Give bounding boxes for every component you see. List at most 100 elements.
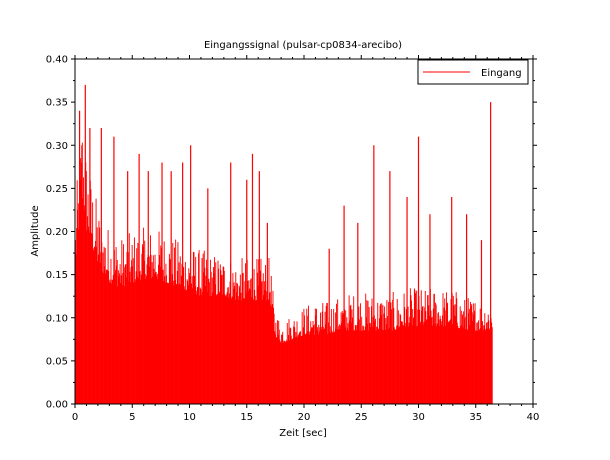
signal-bar: [214, 257, 216, 404]
signal-bar: [270, 304, 272, 404]
signal-bar: [312, 321, 314, 404]
signal-bar: [98, 220, 100, 404]
signal-bar: [268, 257, 270, 404]
signal-bar: [340, 325, 341, 404]
signal-bar: [438, 319, 440, 404]
signal-bar: [305, 333, 307, 404]
signal-bar: [464, 329, 466, 404]
y-tick-label: 0.40: [46, 55, 68, 66]
signal-bar: [333, 308, 335, 404]
signal-bar: [176, 283, 178, 404]
signal-bar: [151, 278, 153, 404]
signal-bar: [453, 305, 455, 404]
signal-bar: [214, 284, 216, 404]
signal-bar: [390, 302, 392, 404]
signal-bar: [427, 295, 429, 404]
y-tick-label: 0.05: [46, 356, 68, 367]
signal-bar: [339, 329, 341, 404]
signal-bar: [238, 285, 240, 404]
signal-bar: [433, 294, 435, 404]
signal-bar: [364, 326, 366, 404]
signal-bar: [208, 282, 210, 404]
signal-bar: [310, 321, 312, 404]
signal-bar: [297, 335, 299, 404]
signal-bar: [375, 330, 377, 404]
signal-bar: [258, 259, 260, 404]
signal-bar: [428, 315, 430, 404]
signal-bar: [117, 270, 119, 404]
signal-bar: [143, 260, 145, 404]
signal-bar: [380, 303, 382, 404]
signal-bar: [155, 272, 157, 404]
signal-bar: [372, 316, 374, 404]
signal-bar: [284, 342, 286, 404]
signal-bar: [281, 335, 283, 404]
signal-bar: [432, 325, 434, 404]
signal-bar: [78, 229, 80, 404]
signal-bar: [215, 294, 217, 404]
signal-bar: [342, 313, 344, 404]
signal-bar: [228, 297, 230, 404]
signal-bar: [455, 316, 457, 404]
signal-bar: [336, 329, 338, 404]
signal-bar: [250, 278, 252, 404]
signal-bar: [368, 330, 370, 404]
signal-bar: [114, 272, 116, 404]
signal-bar: [286, 323, 288, 404]
signal-bar: [452, 324, 454, 404]
signal-bar: [301, 336, 303, 404]
signal-bar: [346, 317, 348, 404]
signal-bar: [420, 290, 422, 404]
signal-bar: [283, 340, 285, 404]
signal-bar: [399, 326, 400, 404]
signal-bar: [287, 340, 289, 404]
y-tick-label: 0.15: [46, 270, 68, 281]
signal-bar: [397, 325, 399, 404]
signal-bar: [154, 273, 155, 404]
signal-bar: [410, 295, 412, 404]
signal-bar: [478, 328, 480, 404]
signal-bar: [240, 292, 242, 404]
signal-bar: [140, 280, 142, 404]
signal-bar: [393, 308, 395, 404]
signal-bar: [130, 267, 132, 404]
signal-bar: [316, 330, 318, 404]
signal-bar: [404, 307, 406, 404]
signal-bar: [305, 334, 307, 404]
signal-bar: [423, 324, 425, 404]
signal-bar: [116, 265, 118, 404]
signal-bar: [95, 240, 96, 404]
signal-bar: [259, 270, 261, 404]
signal-bar: [122, 272, 124, 404]
signal-bar: [476, 322, 478, 404]
signal-bar: [276, 337, 278, 404]
signal-bar: [409, 316, 411, 404]
signal-bar: [366, 323, 368, 404]
signal-bar: [261, 281, 263, 404]
signal-bar: [210, 271, 212, 404]
signal-bar: [391, 330, 393, 404]
signal-bar: [144, 274, 146, 404]
signal-bar: [210, 259, 212, 404]
signal-bar: [461, 324, 463, 404]
signal-bar: [91, 234, 93, 404]
x-tick-label: 30: [412, 412, 425, 423]
signal-bar: [173, 285, 175, 404]
signal-bar: [368, 307, 370, 404]
signal-bar: [105, 269, 107, 404]
signal-bar: [462, 314, 463, 404]
signal-bar: [282, 342, 284, 404]
signal-bar: [377, 302, 379, 404]
signal-bar: [84, 210, 86, 404]
signal-bar: [445, 292, 447, 404]
signal-bar: [199, 287, 201, 404]
signal-bar: [370, 327, 372, 404]
signal-bar: [233, 288, 234, 404]
signal-bar: [179, 256, 181, 404]
signal-bar: [377, 328, 379, 404]
signal-bar: [227, 287, 229, 404]
signal-bar: [425, 320, 427, 404]
signal-bar: [431, 316, 433, 404]
signal-bar: [237, 283, 238, 404]
signal-bar: [400, 315, 402, 404]
